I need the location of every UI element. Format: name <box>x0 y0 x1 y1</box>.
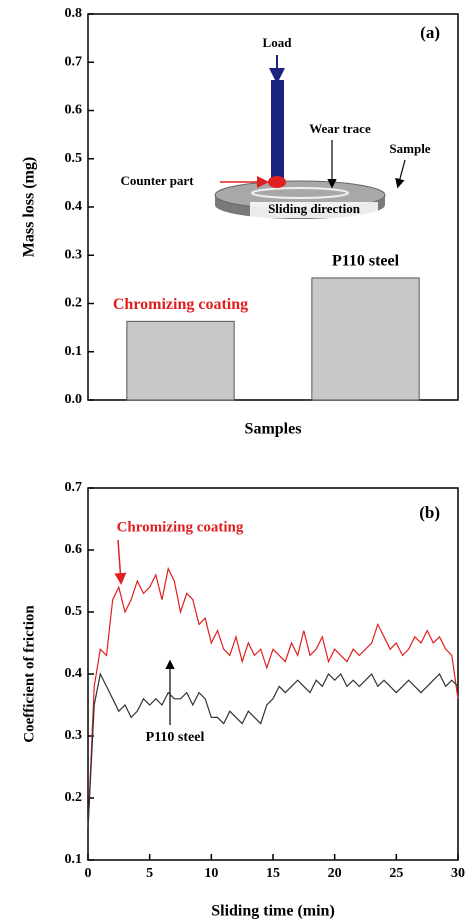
panel-label: (a) <box>420 23 440 42</box>
y-tick-label: 0.6 <box>65 542 83 557</box>
bar <box>126 320 235 401</box>
y-tick-label: 0.3 <box>65 247 83 262</box>
x-tick-label: 25 <box>389 866 403 881</box>
y-tick-label: 0.1 <box>65 852 83 867</box>
diagram-label: Wear trace <box>309 121 371 136</box>
y-tick-label: 0.6 <box>65 103 83 118</box>
category-label: Chromizing coating <box>113 296 248 313</box>
annotation-arrow <box>114 539 127 585</box>
x-tick-label: 10 <box>204 866 218 881</box>
y-axis-title: Mass loss (mg) <box>21 157 38 257</box>
y-tick-label: 0.2 <box>65 296 83 311</box>
diagram-label: Sliding direction <box>268 201 361 216</box>
series-label: Chromizing coating <box>117 519 244 535</box>
y-tick-label: 0.8 <box>65 6 83 21</box>
x-tick-label: 5 <box>146 866 153 881</box>
bar <box>311 277 420 401</box>
y-tick-label: 0.3 <box>65 728 83 743</box>
x-tick-label: 30 <box>451 866 465 881</box>
tribometer-sketch <box>214 55 406 219</box>
y-tick-label: 0.1 <box>65 344 83 359</box>
x-axis-title: Sliding time (min) <box>211 903 335 920</box>
series-line <box>87 672 459 830</box>
y-tick-label: 0.4 <box>65 666 83 681</box>
x-tick-label: 20 <box>328 866 342 881</box>
x-axis-title: Samples <box>245 421 302 438</box>
category-label: P110 steel <box>332 253 400 270</box>
diagram-label: Load <box>263 35 293 50</box>
x-tick-label: 15 <box>266 866 280 881</box>
y-tick-label: 0.0 <box>65 392 83 407</box>
series-line <box>87 566 459 830</box>
panel-label: (b) <box>419 503 440 522</box>
y-tick-label: 0.5 <box>65 604 83 619</box>
y-tick-label: 0.7 <box>65 54 83 69</box>
y-tick-label: 0.5 <box>65 151 83 166</box>
plot-frame <box>87 487 459 861</box>
y-tick-label: 0.7 <box>65 480 83 495</box>
x-tick-label: 0 <box>85 866 92 881</box>
y-tick-label: 0.2 <box>65 790 83 805</box>
diagram-label: Sample <box>389 141 430 156</box>
y-tick-label: 0.4 <box>65 199 83 214</box>
y-axis-title: Coefficient of friction <box>21 605 37 743</box>
diagram-label: Counter part <box>120 173 194 188</box>
series-label: P110 steel <box>146 730 205 745</box>
